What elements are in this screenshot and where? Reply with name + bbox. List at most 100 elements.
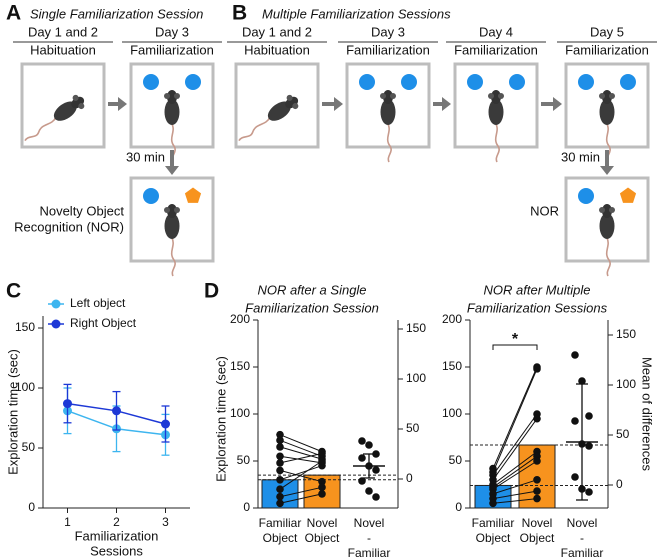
mouse-icon	[380, 90, 396, 163]
test-label: Recognition (NOR)	[14, 219, 124, 234]
y-tick-label: 100	[230, 406, 250, 420]
y-tick-label: 150	[15, 320, 35, 334]
y2-tick-label: 0	[616, 477, 623, 491]
x-tick-label: Familiar	[561, 546, 604, 560]
y-tick-label: 0	[455, 500, 462, 514]
difference-point	[578, 485, 586, 493]
y-tick-label: 50	[449, 453, 463, 467]
pair-line	[492, 451, 538, 485]
stage-day: Day 5	[590, 24, 624, 39]
data-point	[161, 419, 170, 429]
mouse-icon	[599, 204, 615, 277]
mouse-ear	[488, 93, 494, 99]
mouse-tail	[24, 117, 57, 142]
object-circle	[143, 74, 159, 90]
mouse-ear	[390, 93, 396, 99]
mouse-icon	[24, 94, 85, 142]
delay-label: 30 min	[561, 149, 600, 164]
x-tick-label: Object	[476, 531, 511, 545]
x-tick-label: Novel	[522, 516, 553, 530]
pair-line	[279, 486, 323, 498]
subject-point	[276, 466, 284, 475]
y-tick-label: 200	[442, 312, 462, 326]
y-tick-label: 100	[15, 380, 35, 394]
stage-phase: Familiarization	[565, 42, 649, 57]
pair-line	[492, 490, 538, 500]
stage-day: Day 1 and 2	[242, 24, 312, 39]
pair-line	[279, 460, 323, 490]
pair-line	[492, 455, 538, 488]
mouse-head	[602, 204, 612, 218]
stage-day: Day 3	[371, 24, 405, 39]
x-tick-label: Novel	[567, 516, 598, 530]
difference-point	[365, 487, 373, 495]
pair-line	[279, 452, 323, 464]
object-circle	[359, 74, 375, 90]
subject-point	[318, 457, 326, 465]
arrow-head	[442, 97, 451, 111]
x-axis-label: Sessions	[90, 543, 143, 558]
difference-point	[358, 437, 366, 445]
pair-line	[492, 413, 538, 476]
difference-point	[372, 466, 380, 474]
difference-point	[571, 351, 579, 359]
mouse-ear	[498, 93, 504, 99]
mouse-body	[267, 101, 291, 121]
mouse-icon	[488, 90, 504, 163]
panel-title: Multiple Familiarization Sessions	[262, 6, 451, 21]
mouse-tail	[494, 123, 500, 163]
object-circle	[578, 74, 594, 90]
subject-point	[276, 459, 284, 467]
mouse-ear	[599, 207, 605, 213]
subject-point	[276, 499, 284, 508]
object-circle	[143, 188, 159, 204]
mouse-ear	[380, 93, 386, 99]
pair-line	[279, 493, 323, 504]
stage-day: Day 4	[479, 24, 513, 39]
y2-tick-label: 100	[616, 377, 636, 391]
difference-point	[571, 473, 579, 481]
difference-point	[365, 441, 373, 449]
subject-point	[318, 490, 326, 498]
x-tick-label: Object	[263, 531, 298, 545]
object-circle	[620, 74, 636, 90]
y2-tick-label: 150	[616, 327, 636, 341]
pair-line	[279, 439, 323, 457]
y-tick-label: 150	[230, 359, 250, 373]
difference-point	[365, 462, 373, 470]
arrow	[108, 97, 127, 111]
pair-line	[492, 479, 538, 495]
arrow-head	[334, 97, 343, 111]
legend-marker	[51, 299, 61, 309]
arrow	[322, 97, 343, 111]
y2-tick-label: 150	[406, 321, 426, 335]
data-point	[63, 399, 72, 409]
y-tick-label: 0	[28, 500, 35, 514]
subject-point	[533, 487, 541, 495]
legend-label: Left object	[70, 296, 126, 310]
subject-point	[533, 457, 541, 465]
pair-line	[492, 418, 538, 481]
mouse-head	[167, 90, 177, 104]
y2-tick-label: 100	[406, 371, 426, 385]
mouse-ear	[72, 94, 79, 101]
arrow	[165, 150, 179, 175]
difference-point	[578, 440, 586, 448]
legend-marker	[51, 319, 61, 329]
x-tick-label: Object	[305, 531, 340, 545]
mouse-body	[164, 213, 180, 239]
subject-point	[276, 485, 284, 494]
x-tick-label: Familiar	[472, 516, 515, 530]
object-pentagon	[184, 187, 202, 203]
difference-point	[585, 488, 593, 496]
pair-line	[279, 465, 323, 481]
arrow	[433, 97, 451, 111]
subject-point	[276, 430, 284, 439]
stage-phase: Habituation	[244, 42, 310, 57]
panel-title: Single Familiarization Session	[30, 6, 203, 21]
subject-point	[318, 477, 326, 486]
object-circle	[185, 74, 201, 90]
mouse-body	[53, 101, 77, 121]
y2-tick-label: 50	[616, 427, 630, 441]
mouse-body	[599, 213, 615, 239]
